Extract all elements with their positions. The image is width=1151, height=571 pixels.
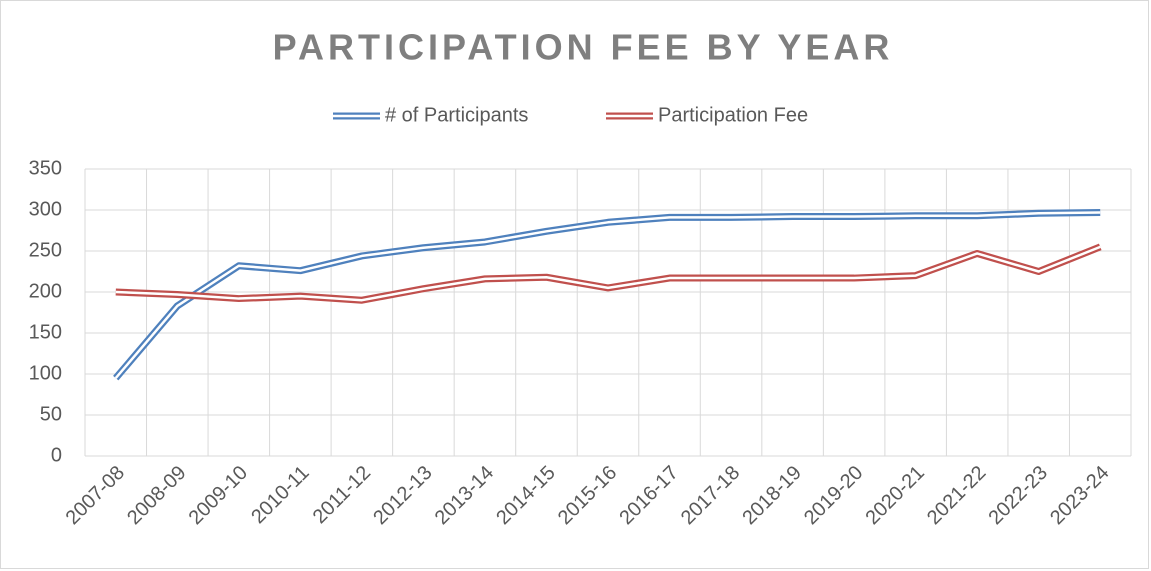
chart-title: PARTICIPATION FEE BY YEAR	[273, 27, 894, 68]
y-tick-label: 350	[29, 157, 62, 179]
y-tick-label: 100	[29, 362, 62, 384]
y-tick-label: 0	[51, 444, 62, 466]
y-tick-label: 150	[29, 321, 62, 343]
series-line-inner	[114, 211, 1101, 379]
series-line-inner	[115, 245, 1101, 302]
legend-label: # of Participants	[385, 104, 528, 126]
y-tick-label: 50	[40, 403, 62, 425]
y-tick-label: 300	[29, 198, 62, 220]
legend-label: Participation Fee	[658, 104, 808, 126]
y-tick-label: 250	[29, 239, 62, 261]
y-tick-label: 200	[29, 280, 62, 302]
